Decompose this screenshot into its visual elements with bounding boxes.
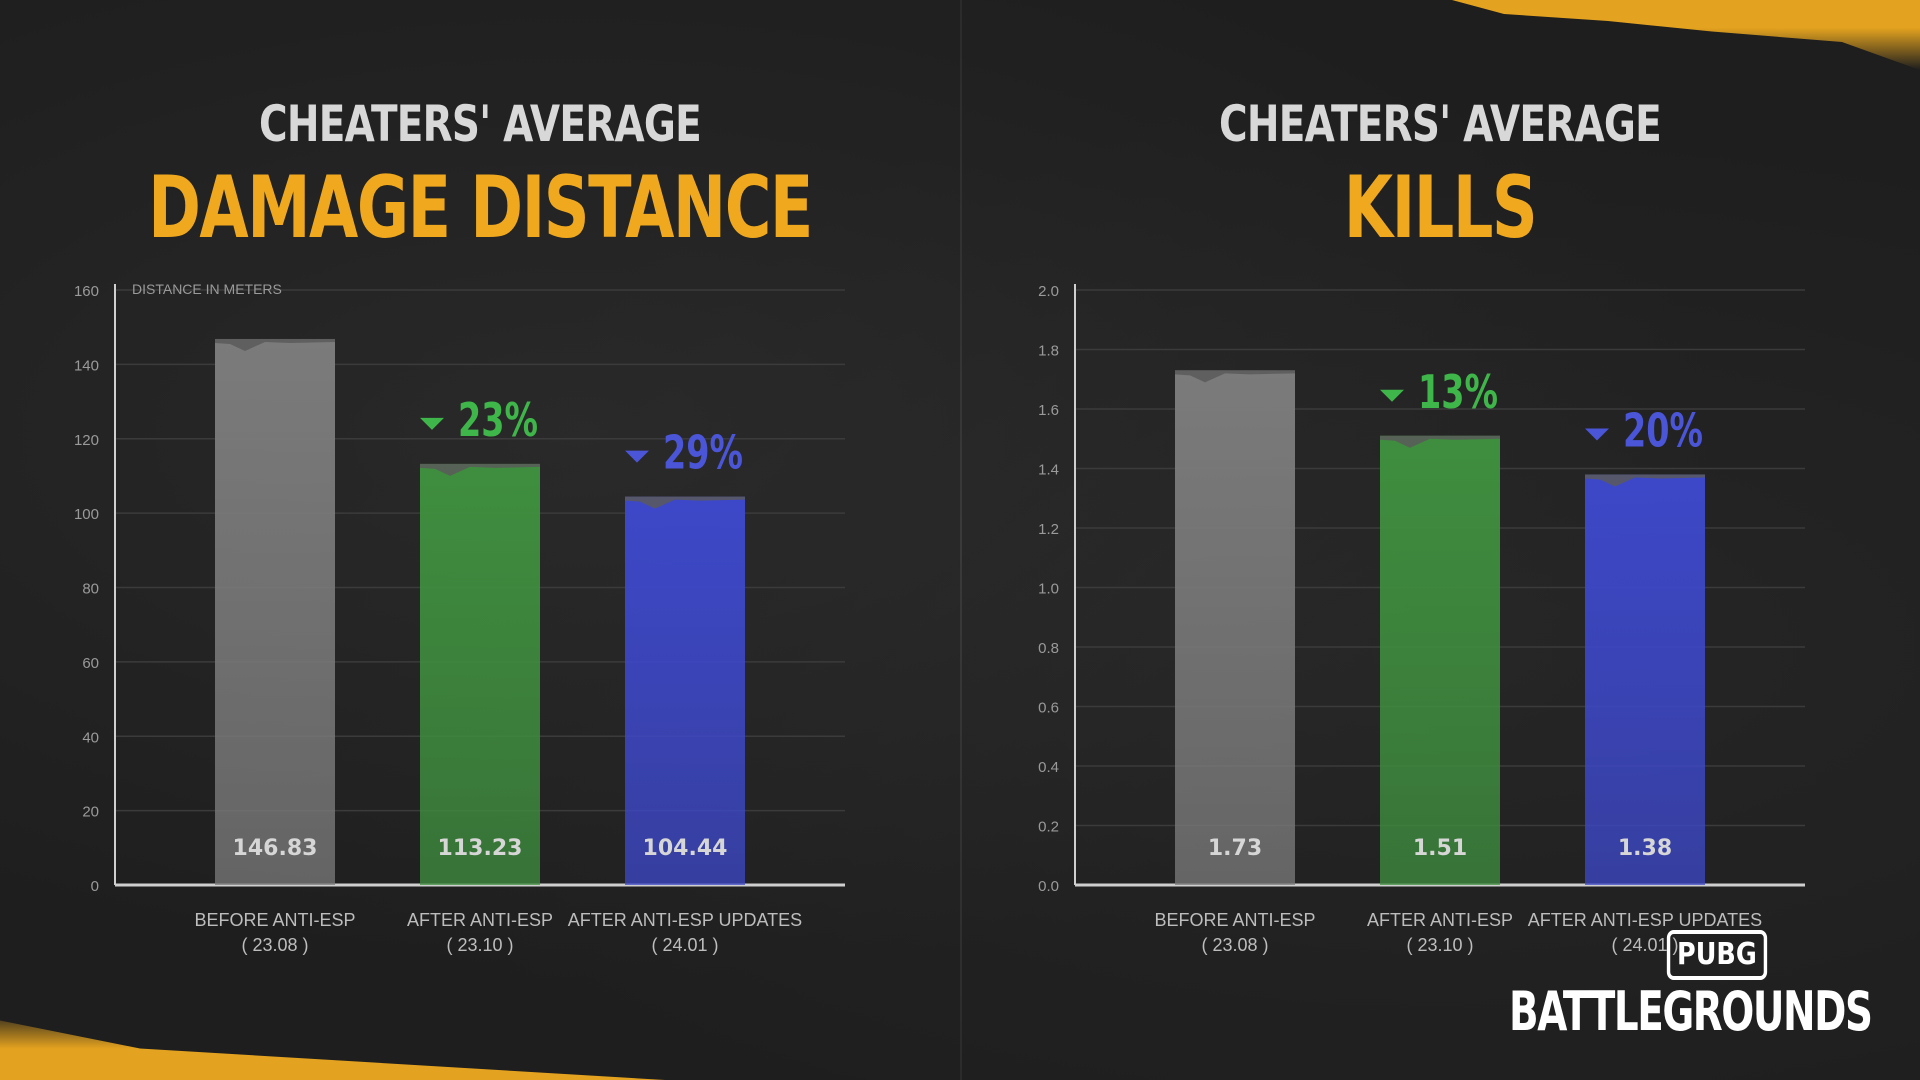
x-category-sublabel: ( 23.08 ) xyxy=(241,935,308,955)
x-category-label: AFTER ANTI-ESP xyxy=(1367,910,1513,930)
bar-value-label: 1.51 xyxy=(1413,836,1467,861)
down-arrow-icon xyxy=(420,417,444,430)
bar-value-label: 104.44 xyxy=(643,836,728,861)
y-tick-label: 0.8 xyxy=(1038,640,1059,657)
bar-torn-edge xyxy=(625,496,745,509)
y-tick-label: 0.6 xyxy=(1038,700,1059,717)
down-arrow-icon xyxy=(625,450,649,463)
x-category-label: BEFORE ANTI-ESP xyxy=(194,910,355,930)
down-arrow-icon xyxy=(1585,428,1609,441)
logo-pubg-text: PUBG xyxy=(1666,930,1768,980)
bar-torn-edge xyxy=(1175,370,1295,383)
x-category-label: AFTER ANTI-ESP xyxy=(407,910,553,930)
x-category-sublabel: ( 24.01 ) xyxy=(651,935,718,955)
bar-torn-edge xyxy=(420,463,540,476)
bar xyxy=(1175,370,1295,885)
y-tick-label: 20 xyxy=(82,804,99,821)
damage-distance-chart: 0 20 40 60 80 100 120 140 160 DISTANCE IN METERS 1… xyxy=(74,281,845,955)
y-tick-label: 80 xyxy=(82,581,99,598)
y-axis-label: DISTANCE IN METERS xyxy=(132,281,282,297)
y-tick-label: 100 xyxy=(74,506,99,523)
y-tick-label: 1.4 xyxy=(1038,462,1059,479)
y-tick-label: 140 xyxy=(74,357,99,374)
percent-change-label: 13% xyxy=(1418,365,1498,419)
x-category-sublabel: ( 23.08 ) xyxy=(1201,935,1268,955)
y-tick-label: 0.0 xyxy=(1038,878,1059,895)
bar-torn-edge xyxy=(215,338,335,351)
bar-value-label: 1.73 xyxy=(1208,836,1262,861)
x-category-label: BEFORE ANTI-ESP xyxy=(1154,910,1315,930)
y-tick-label: 1.6 xyxy=(1038,402,1059,419)
y-tick-label: 0.4 xyxy=(1038,759,1059,776)
bar xyxy=(215,338,335,885)
bar xyxy=(1585,474,1705,885)
bar xyxy=(625,496,745,885)
pubg-battlegrounds-logo: PUBG BATTLEGROUNDS xyxy=(1509,930,1873,1043)
y-tick-label: 0 xyxy=(91,878,99,895)
y-tick-label: 1.0 xyxy=(1038,581,1059,598)
percent-change-label: 29% xyxy=(663,426,743,480)
chart-title-main: DAMAGE DISTANCE xyxy=(148,158,813,258)
bar-value-label: 1.38 xyxy=(1618,836,1672,861)
kills-chart: 0.0 0.2 0.4 0.6 0.8 1.0 1.2 1.4 1.6 1.8 2.0 1.73 BEF… xyxy=(1038,283,1805,955)
y-tick-label: 1.2 xyxy=(1038,521,1059,538)
x-category-label: AFTER ANTI-ESP UPDATES xyxy=(1528,910,1762,930)
x-category-sublabel: ( 23.10 ) xyxy=(1406,935,1473,955)
y-tick-label: 120 xyxy=(74,432,99,449)
down-arrow-icon xyxy=(1380,389,1404,402)
y-tick-label: 1.8 xyxy=(1038,343,1059,360)
x-category-label: AFTER ANTI-ESP UPDATES xyxy=(568,910,802,930)
bar-value-label: 113.23 xyxy=(438,836,523,861)
chart-title-main: KILLS xyxy=(1343,158,1538,258)
damage-distance-panel: CHEATERS' AVERAGE DAMAGE DISTANCE 0 20 40 6… xyxy=(74,95,845,955)
kills-panel: CHEATERS' AVERAGE KILLS 0.0 0.2 0.4 0.6 0.8 1… xyxy=(960,0,1920,1080)
y-tick-label: 0.2 xyxy=(1038,819,1059,836)
percent-change-label: 20% xyxy=(1623,403,1703,457)
panel-divider xyxy=(960,0,962,1080)
chart-title-top: CHEATERS' AVERAGE xyxy=(259,95,702,153)
y-tick-label: 160 xyxy=(74,283,99,300)
y-tick-label: 60 xyxy=(82,655,99,672)
x-category-sublabel: ( 24.01 ) xyxy=(1611,935,1678,955)
bar-torn-edge xyxy=(1380,435,1500,448)
logo-battlegrounds-text: BATTLEGROUNDS xyxy=(1509,980,1873,1043)
bar-value-label: 146.83 xyxy=(233,836,318,861)
chart-title-top: CHEATERS' AVERAGE xyxy=(1219,95,1662,153)
bar-torn-edge xyxy=(1585,474,1705,487)
y-tick-label: 2.0 xyxy=(1038,283,1059,300)
y-tick-label: 40 xyxy=(82,729,99,746)
bar xyxy=(420,463,540,885)
x-category-sublabel: ( 23.10 ) xyxy=(446,935,513,955)
percent-change-label: 23% xyxy=(458,393,538,447)
bar xyxy=(1380,435,1500,885)
